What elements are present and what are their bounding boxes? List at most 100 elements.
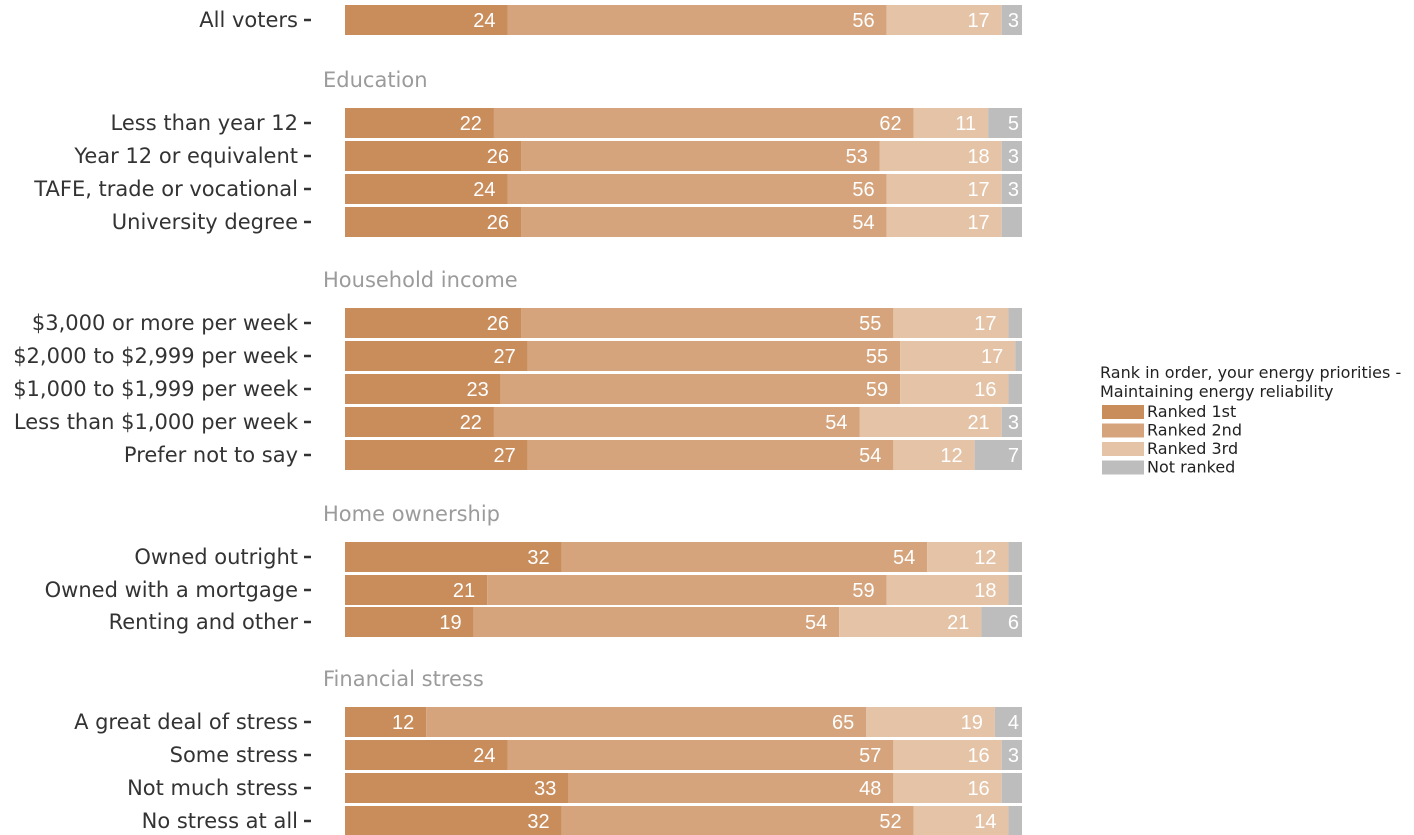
bar-segment-ranked-3rd (893, 308, 1009, 338)
data-label: 16 (967, 778, 989, 800)
data-label: 6 (1008, 612, 1019, 634)
legend-label: Ranked 2nd (1147, 421, 1242, 440)
bar-segment-ranked-1st (345, 440, 528, 470)
data-label: 24 (473, 179, 495, 201)
legend-label: Ranked 3rd (1147, 439, 1238, 458)
bar-segment-not-ranked (1008, 575, 1022, 605)
data-label: 21 (947, 612, 969, 634)
bar-segment-ranked-1st (345, 407, 494, 437)
bar-segment-ranked-3rd (879, 141, 1002, 171)
data-label: 65 (832, 712, 854, 734)
data-label: 24 (473, 10, 495, 32)
bar-segment-ranked-2nd (426, 707, 867, 737)
category-label: Owned outright (134, 545, 298, 569)
data-label: 23 (466, 379, 488, 401)
bar-segment-ranked-1st (345, 308, 522, 338)
category-label: $2,000 to $2,999 per week (13, 344, 299, 368)
bar-segment-not-ranked (1008, 374, 1022, 404)
data-label: 53 (846, 146, 868, 168)
bar-segment-ranked-2nd (561, 806, 914, 835)
data-label: 33 (534, 778, 556, 800)
legend-swatch (1102, 405, 1144, 419)
data-label: 4 (1008, 712, 1019, 734)
category-label: $3,000 or more per week (32, 311, 299, 335)
bar-segment-ranked-2nd (521, 308, 894, 338)
data-label: 22 (460, 113, 482, 135)
data-label: 12 (392, 712, 414, 734)
data-label: 54 (859, 445, 881, 467)
data-label: 3 (1008, 179, 1019, 201)
data-label: 27 (494, 445, 516, 467)
bar-segment-ranked-2nd (561, 542, 928, 572)
bar-segment-ranked-2nd (487, 575, 887, 605)
data-label: 17 (981, 346, 1003, 368)
data-label: 19 (439, 612, 461, 634)
bar-segment-not-ranked (988, 108, 1022, 138)
data-label: 26 (487, 313, 509, 335)
bar-segment-ranked-3rd (866, 707, 995, 737)
bar-segment-ranked-1st (345, 740, 508, 770)
bar-segment-ranked-2nd (493, 407, 860, 437)
bar-segment-ranked-1st (345, 575, 488, 605)
section-title: Financial stress (323, 667, 484, 691)
bar-segment-ranked-2nd (493, 108, 914, 138)
data-label: 54 (805, 612, 827, 634)
legend-swatch (1102, 442, 1144, 456)
data-label: 48 (859, 778, 881, 800)
bar-segment-not-ranked (1001, 5, 1022, 35)
data-label: 21 (453, 580, 475, 602)
data-label: 54 (825, 412, 847, 434)
category-label: TAFE, trade or vocational (33, 177, 298, 201)
bar-segment-ranked-1st (345, 542, 562, 572)
bar-segment-ranked-3rd (927, 542, 1009, 572)
bar-segment-ranked-2nd (521, 141, 880, 171)
data-label: 59 (866, 379, 888, 401)
bar-segment-ranked-3rd (893, 773, 1002, 803)
bar-segment-not-ranked (1001, 740, 1022, 770)
bar-segment-ranked-3rd (893, 740, 1002, 770)
data-label: 7 (1008, 445, 1019, 467)
data-label: 22 (460, 412, 482, 434)
bar-segment-ranked-1st (345, 707, 427, 737)
section-title: Education (323, 68, 428, 92)
bar-segment-ranked-1st (345, 773, 569, 803)
bar-segment-ranked-3rd (913, 806, 1009, 835)
category-label: All voters (199, 8, 298, 32)
data-label: 26 (487, 212, 509, 234)
bar-segment-ranked-3rd (859, 407, 1002, 437)
bar-segment-ranked-1st (345, 207, 522, 237)
bar-segment-ranked-2nd (507, 740, 894, 770)
bar-segment-not-ranked (1001, 141, 1022, 171)
data-label: 11 (955, 113, 976, 135)
data-label: 3 (1008, 146, 1019, 168)
data-label: 52 (879, 811, 901, 833)
data-label: 3 (1008, 412, 1019, 434)
bar-segment-not-ranked (1015, 341, 1022, 371)
data-label: 18 (974, 580, 996, 602)
data-label: 17 (967, 10, 989, 32)
data-label: 19 (961, 712, 983, 734)
data-label: 12 (940, 445, 962, 467)
data-label: 54 (852, 212, 874, 234)
category-label: University degree (112, 210, 298, 234)
data-label: 54 (893, 547, 915, 569)
data-label: 3 (1008, 745, 1019, 767)
bar-segment-ranked-3rd (893, 440, 975, 470)
bar-segment-ranked-2nd (568, 773, 894, 803)
bar-segment-ranked-2nd (527, 440, 894, 470)
bar-segment-ranked-2nd (500, 374, 901, 404)
bar-segment-ranked-1st (345, 607, 474, 637)
data-label: 62 (879, 113, 901, 135)
bar-segment-ranked-3rd (886, 575, 1009, 605)
category-label: Renting and other (109, 610, 299, 634)
data-label: 16 (974, 379, 996, 401)
bar-segment-ranked-3rd (913, 108, 989, 138)
data-label: 56 (852, 179, 874, 201)
category-label: Less than year 12 (111, 111, 298, 135)
category-label: Owned with a mortgage (45, 578, 298, 602)
bar-segment-ranked-3rd (900, 374, 1009, 404)
category-label: Prefer not to say (124, 443, 298, 467)
data-label: 14 (974, 811, 996, 833)
category-label: Less than $1,000 per week (14, 410, 299, 434)
